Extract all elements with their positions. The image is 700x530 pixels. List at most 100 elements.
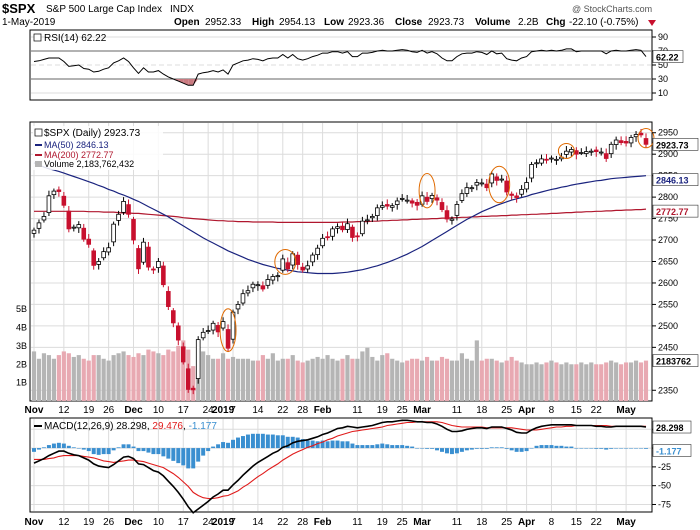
macd-histogram-bar	[275, 435, 280, 449]
macd-histogram-bar	[355, 445, 360, 449]
candle-body	[131, 219, 136, 241]
candle-body	[205, 330, 211, 333]
candle-body	[220, 321, 226, 329]
macd-histogram-bar	[41, 447, 46, 449]
volume-bar	[579, 362, 584, 401]
ma200-tag-text: 2772.77	[656, 207, 689, 217]
macd-histogram-bar	[101, 448, 106, 455]
macd-histogram-bar	[151, 448, 156, 455]
candle-body	[643, 138, 649, 145]
macd-histogram-bar	[559, 445, 564, 449]
volume-bar	[370, 356, 375, 401]
volume-bar	[146, 349, 151, 401]
candle-body	[126, 204, 131, 215]
macd-histogram-bar	[226, 442, 231, 449]
ma200-legend-label: MA(200) 2772.77	[44, 150, 114, 160]
candle-body	[399, 198, 405, 200]
volume-label: Volume	[475, 17, 511, 28]
volume-bar	[270, 353, 275, 401]
macd-histogram-bar	[380, 443, 385, 449]
volume-bar	[260, 355, 265, 401]
macd-histogram-bar	[609, 448, 614, 449]
rsi-tag-box	[652, 50, 684, 63]
volume-bar	[325, 355, 330, 401]
candle-body	[171, 310, 176, 324]
rsi-oversold-fill	[188, 79, 194, 86]
macd-histogram-bar	[514, 448, 519, 452]
volume-bar	[290, 355, 295, 401]
candle-body	[96, 261, 101, 265]
macd-histogram-bar	[240, 436, 245, 449]
macd-histogram-bar	[231, 439, 236, 449]
volume-bar	[375, 360, 380, 401]
macd-histogram-bar	[569, 446, 574, 449]
volume-bar	[310, 358, 315, 401]
candle-body	[56, 189, 62, 192]
candle-body	[195, 339, 201, 379]
macd-frame	[29, 417, 653, 513]
macd-histogram-bar	[245, 434, 250, 449]
volume-bar	[66, 353, 71, 401]
macd-histogram-bar	[489, 447, 494, 449]
x-axis-label: Mar	[413, 517, 431, 528]
macd-histogram-bar	[46, 445, 51, 449]
x-axis-label: Feb	[314, 517, 332, 528]
volume-bar	[559, 364, 564, 401]
close-label: Close	[395, 17, 423, 28]
x-axis-label: 25	[501, 517, 513, 528]
macd-histogram-bar	[66, 445, 71, 449]
candle-body	[524, 182, 529, 190]
candle-body	[529, 164, 534, 179]
macd-histogram-bar	[644, 448, 648, 449]
volume-bar	[459, 353, 464, 401]
candle-body	[320, 237, 325, 247]
candle-body	[509, 193, 514, 196]
macd-histogram-bar	[106, 448, 111, 455]
macd-histogram-bar	[464, 448, 469, 451]
candle-body	[285, 262, 291, 270]
macd-histogram-bar	[305, 440, 310, 449]
candle-body	[106, 247, 111, 253]
volume-bar	[335, 360, 340, 401]
rsi-axis-label: 30	[658, 74, 668, 84]
macd-histogram-bar	[375, 444, 380, 449]
date-text: 1-May-2019	[2, 17, 56, 28]
volume-bar	[400, 362, 405, 401]
macd-histogram-bar	[574, 448, 579, 449]
ma50-line	[33, 162, 647, 275]
macd-tag-text: 28.298	[656, 423, 684, 433]
rsi-oversold-fill	[183, 79, 189, 86]
macd-histogram-bar	[196, 448, 201, 462]
x-axis-label: 8	[549, 517, 555, 528]
volume-bar	[280, 358, 285, 401]
macd-histogram-bar	[519, 448, 524, 452]
macd-histogram-bar	[216, 444, 221, 449]
volume-axis-label: 2B	[16, 359, 27, 369]
volume-bar	[434, 360, 440, 401]
candle-body	[439, 202, 445, 210]
candle-body	[459, 193, 465, 201]
x-axis-label: 10	[153, 517, 165, 528]
x-axis-label: 2019	[212, 405, 235, 416]
x-axis-label: 22	[591, 517, 603, 528]
macd-histogram-bar	[494, 447, 499, 449]
ma50-tag-text: 2846.13	[656, 176, 689, 186]
macd-histogram-bar	[161, 448, 166, 457]
macd-histogram-bar	[579, 448, 584, 449]
chg-label: Chg	[546, 17, 565, 28]
candle-body	[121, 201, 126, 213]
close-tag-text: 2923.73	[656, 140, 689, 150]
x-axis-label: Dec	[124, 405, 143, 416]
candle-body	[574, 150, 579, 155]
volume-bar	[574, 364, 579, 401]
candle-body	[325, 236, 330, 239]
candle-body	[534, 162, 539, 165]
rsi-legend-label: RSI(14) 62.22	[44, 33, 107, 44]
candle-body	[245, 290, 251, 294]
x-axis-label: Nov	[25, 517, 44, 528]
rsi-frame	[29, 29, 653, 101]
volume-bar	[599, 364, 604, 401]
macd-histogram-bar	[141, 448, 146, 452]
x-axis-label: 11	[452, 517, 463, 528]
